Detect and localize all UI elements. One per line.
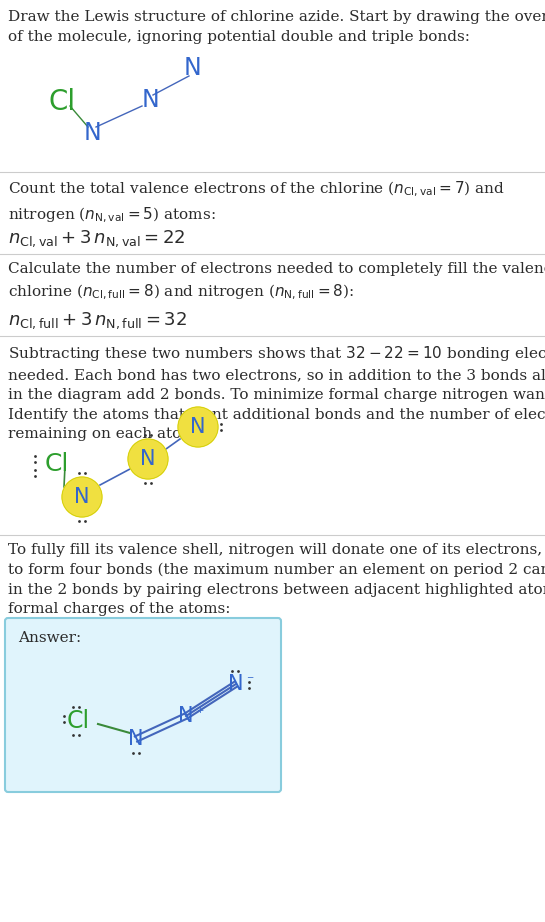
Text: N: N (190, 417, 206, 437)
Text: $n_\mathrm{Cl,full} + 3\,n_\mathrm{N,full} = 32$: $n_\mathrm{Cl,full} + 3\,n_\mathrm{N,ful… (8, 310, 187, 331)
Text: $^+$: $^+$ (195, 706, 205, 719)
Circle shape (62, 477, 102, 517)
Text: N: N (128, 729, 144, 749)
Circle shape (128, 439, 168, 479)
Text: $^-$: $^-$ (245, 674, 255, 687)
Text: Cl: Cl (48, 88, 75, 116)
Text: Cl: Cl (45, 452, 69, 476)
Text: $n_\mathrm{Cl,val} + 3\,n_\mathrm{N,val} = 22$: $n_\mathrm{Cl,val} + 3\,n_\mathrm{N,val}… (8, 228, 186, 249)
Text: Draw the Lewis structure of chlorine azide. Start by drawing the overall structu: Draw the Lewis structure of chlorine azi… (8, 10, 545, 43)
Text: Count the total valence electrons of the chlorine ($n_\mathrm{Cl,val} = 7$) and
: Count the total valence electrons of the… (8, 180, 505, 225)
Text: N: N (184, 56, 202, 80)
Circle shape (178, 407, 218, 447)
Text: N: N (83, 121, 101, 145)
Text: To fully fill its valence shell, nitrogen will donate one of its electrons, allo: To fully fill its valence shell, nitroge… (8, 543, 545, 616)
Text: N: N (140, 449, 156, 469)
Text: Cl: Cl (66, 709, 89, 733)
Text: Calculate the number of electrons needed to completely fill the valence shells f: Calculate the number of electrons needed… (8, 262, 545, 302)
Text: N: N (141, 88, 159, 112)
Text: N: N (228, 674, 244, 694)
Text: N: N (74, 487, 90, 507)
Text: Answer:: Answer: (18, 631, 81, 645)
Text: Subtracting these two numbers shows that $32 - 22 = 10$ bonding electrons are
ne: Subtracting these two numbers shows that… (8, 344, 545, 441)
FancyBboxPatch shape (5, 618, 281, 792)
Text: N: N (178, 706, 194, 726)
